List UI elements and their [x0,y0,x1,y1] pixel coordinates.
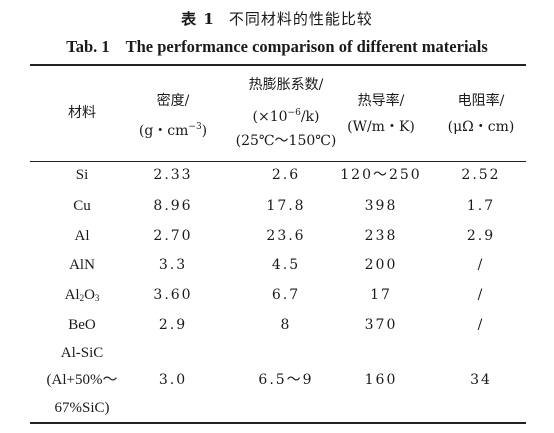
cte-cell: 23.6 [266,228,306,244]
header-cte-line: 热膨胀系数/ [248,77,324,93]
density-cell: 8.96 [153,198,193,214]
material-name-cell: Cu [73,198,91,214]
table-header-rule [30,161,526,162]
conductivity-cell: 238 [364,228,398,244]
material-name-cell: BeO [68,317,96,333]
conductivity-cell: 120～250 [340,167,422,183]
conductivity-cell: 160 [364,372,398,388]
material-name-cell: Al2O3 [64,287,100,303]
resistivity-cell: / [477,287,485,303]
table-caption-cn: 表 1 不同材料的性能比较 [0,8,554,29]
cte-cell: 6.7 [271,287,301,303]
density-cell: 2.70 [153,228,193,244]
table-bottom-rule [30,422,526,424]
header-cte-line: (25℃～150℃) [235,133,337,149]
caption-cn-title: 不同材料的性能比较 [228,10,373,28]
header-density-line: (g・cm−3) [138,122,208,139]
caption-cn-label: 表 1 [181,10,215,28]
cte-cell: 8 [280,317,292,333]
density-cell: 3.3 [158,257,188,273]
cte-cell: 6.5～9 [258,372,314,388]
table-top-rule [30,64,526,66]
cte-cell: 2.6 [271,167,301,183]
resistivity-cell: / [477,317,485,333]
density-cell: 2.9 [158,317,188,333]
cte-cell: 4.5 [271,257,301,273]
resistivity-cell: 2.52 [461,167,501,183]
resistivity-cell: 2.9 [466,228,496,244]
header-conductivity-line: 热导率/ [357,93,405,109]
density-cell: 3.0 [158,372,188,388]
resistivity-cell: 1.7 [466,198,496,214]
density-cell: 2.33 [153,167,193,183]
table-caption-en: Tab. 1 The performance comparison of diff… [0,37,554,57]
resistivity-cell: / [477,257,485,273]
material-name-cell: (Al+50%～ [46,372,118,388]
material-name-cell: Si [75,167,89,183]
caption-en-title: The performance comparison of different … [125,37,488,56]
caption-en-label: Tab. 1 [66,37,110,56]
conductivity-cell: 398 [364,198,398,214]
header-material-line: 材料 [68,105,96,121]
material-name-cell: 67%SiC) [54,400,110,416]
conductivity-cell: 200 [364,257,398,273]
density-cell: 3.60 [153,287,193,303]
material-name-cell: Al [74,228,90,244]
header-resistivity-line: 电阻率/ [457,93,505,109]
header-cte-line: (×10−6/k) [252,108,320,125]
header-resistivity-line: (μΩ・cm) [447,119,515,135]
conductivity-cell: 17 [370,287,392,303]
material-name-cell: AlN [69,257,95,273]
material-name-cell: Al-SiC [60,345,104,361]
conductivity-cell: 370 [364,317,398,333]
header-density-line: 密度/ [156,93,190,109]
cte-cell: 17.8 [266,198,306,214]
header-conductivity-line: (W/m・K) [347,119,415,135]
resistivity-cell: 34 [470,372,492,388]
